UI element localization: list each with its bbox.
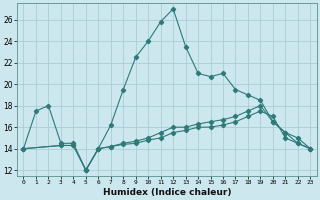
X-axis label: Humidex (Indice chaleur): Humidex (Indice chaleur) <box>103 188 231 197</box>
